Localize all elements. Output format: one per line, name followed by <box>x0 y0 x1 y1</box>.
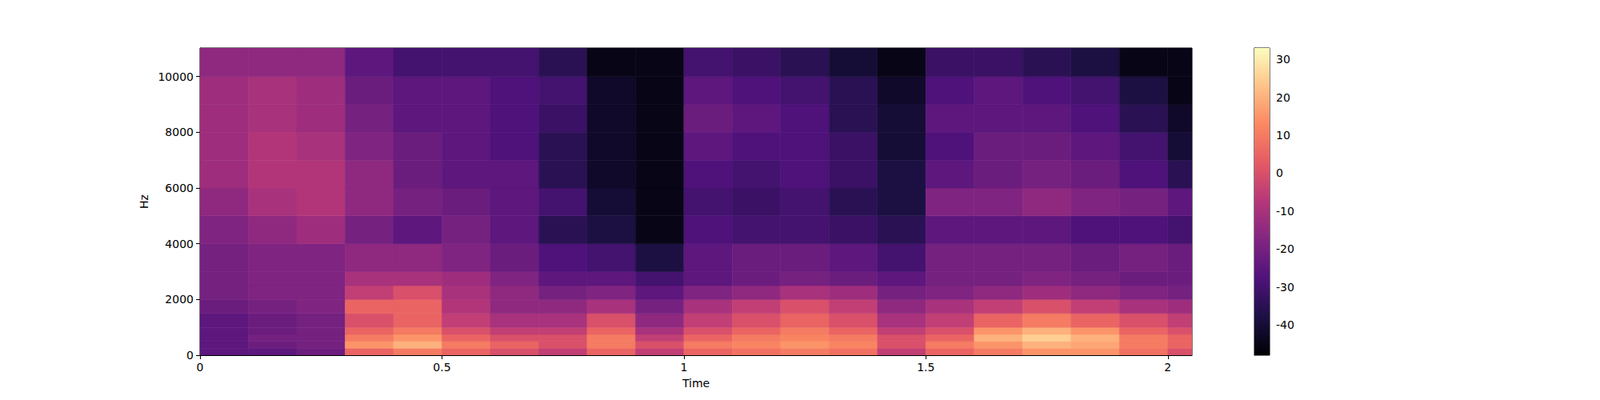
svg-text:-20: -20 <box>1276 242 1295 256</box>
svg-text:8000: 8000 <box>164 125 194 139</box>
svg-text:Hz: Hz <box>137 194 151 209</box>
svg-text:0: 0 <box>196 360 204 374</box>
svg-text:2: 2 <box>1164 360 1172 374</box>
svg-text:10: 10 <box>1276 128 1291 142</box>
svg-text:0: 0 <box>186 348 194 362</box>
svg-text:1.5: 1.5 <box>916 360 935 374</box>
svg-text:2000: 2000 <box>164 292 194 306</box>
svg-text:20: 20 <box>1276 91 1291 104</box>
svg-text:Time: Time <box>681 376 710 390</box>
svg-text:-40: -40 <box>1276 318 1295 332</box>
svg-text:30: 30 <box>1276 52 1291 66</box>
svg-text:0: 0 <box>1276 166 1284 180</box>
svg-text:-30: -30 <box>1276 280 1295 294</box>
svg-text:4000: 4000 <box>164 237 194 251</box>
svg-text:1: 1 <box>680 360 688 374</box>
svg-text:6000: 6000 <box>164 181 194 195</box>
svg-text:10000: 10000 <box>157 70 194 84</box>
svg-text:0.5: 0.5 <box>432 360 451 374</box>
svg-text:-10: -10 <box>1276 204 1295 218</box>
